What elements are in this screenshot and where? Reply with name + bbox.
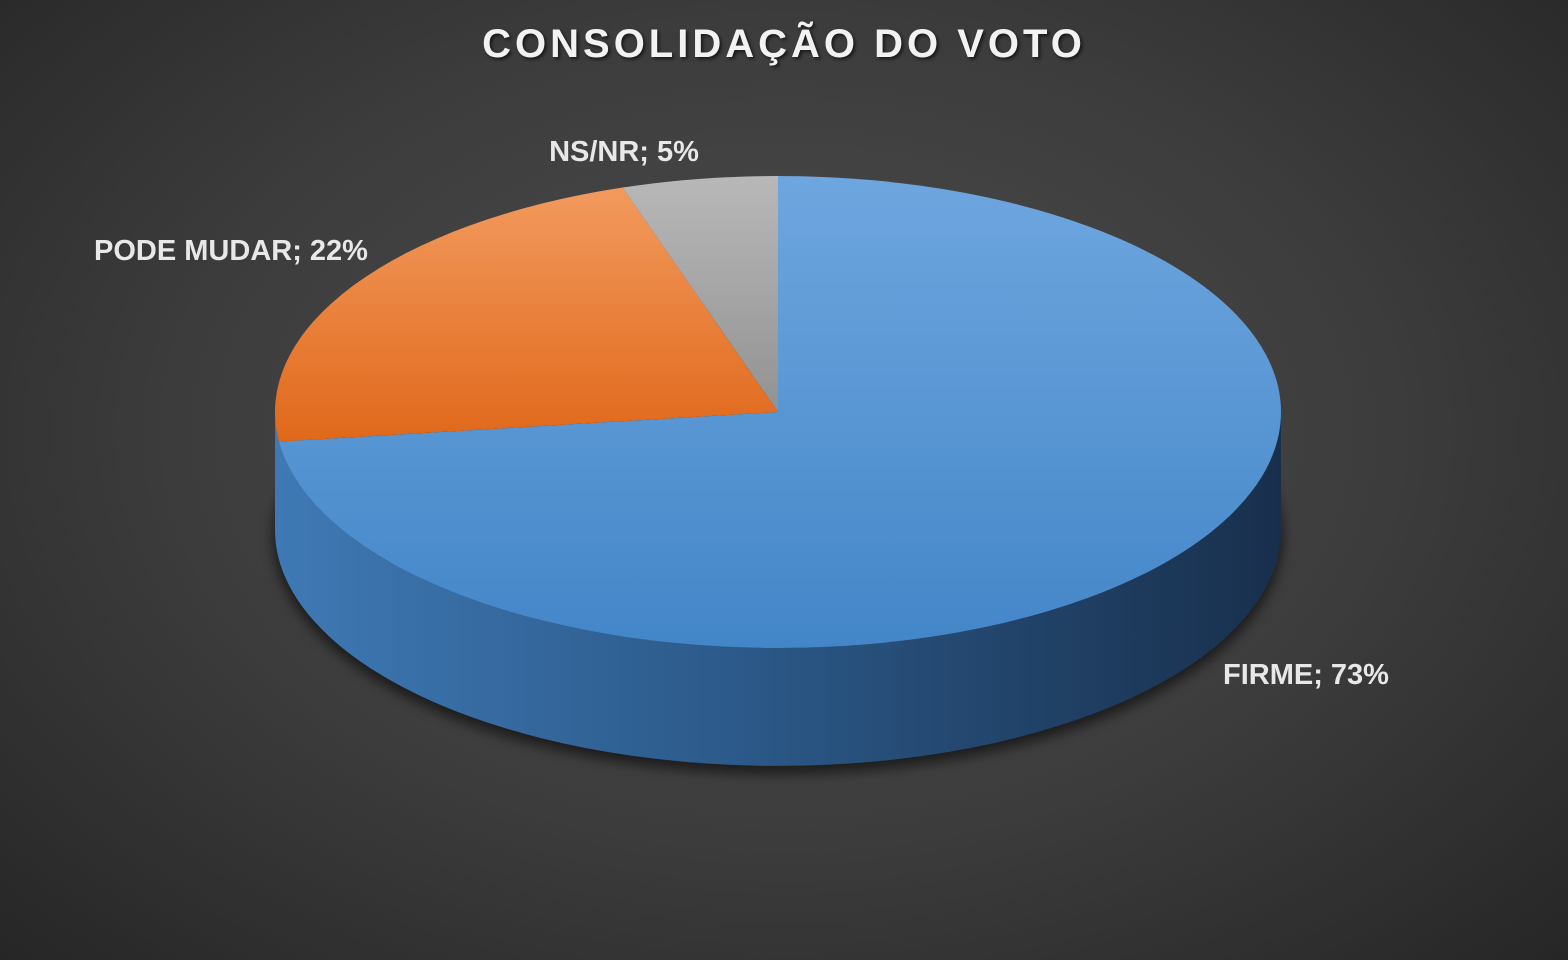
pie-side-wall — [275, 412, 1281, 766]
pie-slice-firme — [278, 176, 1281, 648]
pie-slice-pode-mudar — [274, 187, 778, 442]
data-label-pode-mudar: PODE MUDAR; 22% — [94, 235, 368, 267]
data-label-ns-nr: NS/NR; 5% — [549, 136, 699, 168]
chart-title: CONSOLIDAÇÃO DO VOTO — [482, 22, 1086, 66]
pie-slice-ns-nr — [622, 176, 778, 412]
data-label-firme: FIRME; 73% — [1223, 659, 1389, 691]
